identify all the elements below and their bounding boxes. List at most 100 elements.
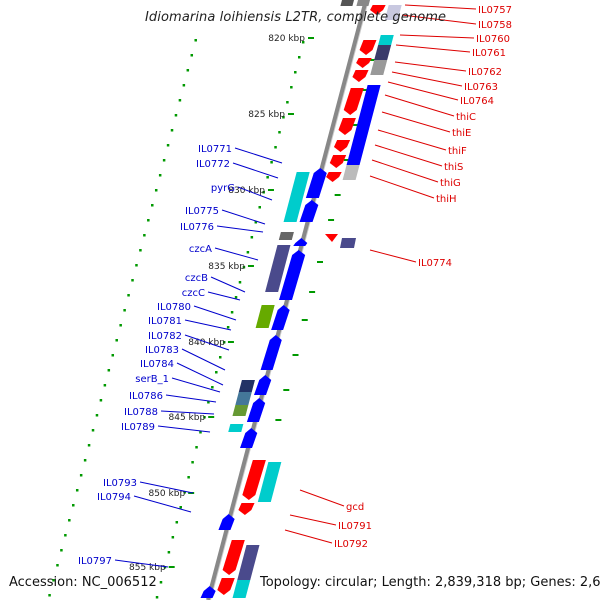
forward-cds-arrow <box>200 586 216 598</box>
reverse-gene-leader <box>371 159 439 183</box>
outer-scale-dot-left <box>83 459 87 462</box>
outer-scale-dot-left <box>64 534 67 537</box>
reverse-cog-block <box>374 45 392 60</box>
kbp-label: 825 kbp <box>248 110 285 120</box>
forward-cds-arrow <box>293 238 308 246</box>
inner-scale-dot <box>203 416 206 419</box>
outer-scale-dot-left <box>178 99 182 102</box>
forward-gene-leader <box>237 186 273 201</box>
reverse-cog-block <box>354 85 381 135</box>
reverse-gene-label: thiS <box>444 162 463 173</box>
reverse-cog-block <box>356 0 370 6</box>
reverse-gene-label: IL0764 <box>460 96 494 107</box>
inner-scale-dot <box>294 71 297 74</box>
forward-gene-leader <box>176 362 224 386</box>
forward-gene-label: IL0776 <box>180 222 214 233</box>
inner-scale-dot <box>167 551 171 554</box>
inner-scale-dot <box>282 116 285 119</box>
reverse-gene-leader <box>284 529 333 544</box>
inner-scale-dot <box>187 476 190 479</box>
map-title: Idiomarina loihiensis L2TR, complete gen… <box>145 10 447 25</box>
inner-scale-dot <box>246 251 250 254</box>
inner-scale-dot <box>155 596 159 599</box>
outer-scale-dot-left <box>52 579 55 582</box>
forward-gene-leader <box>160 410 215 415</box>
reverse-gene-label: gcd <box>346 502 364 513</box>
inner-scale-dot <box>183 491 186 494</box>
reverse-cds-arrow <box>338 118 356 135</box>
outer-scale-dot-left <box>72 504 75 507</box>
reverse-cds-arrow <box>352 70 369 82</box>
forward-gene-label: IL0784 <box>140 359 174 370</box>
reverse-gene-label: IL0791 <box>338 521 372 532</box>
reverse-gene-label: IL0792 <box>334 539 368 550</box>
forward-gene-leader <box>232 162 279 179</box>
outer-scale-dot-left <box>166 144 170 147</box>
forward-cds-arrow <box>260 335 282 370</box>
forward-cog-block <box>238 380 255 392</box>
outer-scale-dot-left <box>182 84 186 87</box>
topology-text: Topology: circular; Length: 2,839,318 bp… <box>260 575 600 590</box>
forward-gene-label: IL0793 <box>103 478 137 489</box>
reverse-gene-leader <box>384 94 455 117</box>
reverse-gene-label: IL0774 <box>418 258 452 269</box>
reverse-gene-leader <box>381 111 451 133</box>
forward-gene-label: IL0772 <box>196 159 230 170</box>
forward-gene-label: IL0780 <box>157 302 191 313</box>
outer-scale-dot-left <box>147 219 150 222</box>
inner-scale-dot <box>159 581 163 584</box>
inner-scale-dot <box>266 176 269 179</box>
reverse-gene-label: IL0758 <box>478 20 512 31</box>
outer-scale-dot-left <box>75 489 79 492</box>
forward-gene-label: IL0783 <box>145 345 179 356</box>
reverse-gene-leader <box>377 129 447 151</box>
forward-cog-block <box>228 424 244 432</box>
outer-scale-dot-left <box>56 564 59 567</box>
forward-gene-leader <box>234 147 283 164</box>
inner-scale-dot <box>191 461 194 464</box>
forward-cds-arrow <box>305 168 327 198</box>
outer-scale-dot-left <box>119 324 122 327</box>
reverse-cds-arrow <box>222 540 245 575</box>
reverse-cds-arrow <box>370 5 386 15</box>
reverse-cds-arrow <box>356 58 372 68</box>
reverse-cog-block <box>346 135 368 165</box>
outer-scale-dot-left <box>174 114 178 117</box>
outer-scale-dot-left <box>99 399 103 402</box>
inner-scale-dot <box>234 296 238 299</box>
reverse-cds-arrow <box>238 503 255 515</box>
forward-gene-label: IL0794 <box>97 492 131 503</box>
forward-cog-block <box>278 232 294 240</box>
kbp-label: 845 kbp <box>169 413 206 423</box>
outer-scale-dot-left <box>194 39 197 42</box>
outer-scale-dot-left <box>87 444 91 447</box>
inner-scale-dot <box>258 206 261 209</box>
reverse-cds-arrow <box>343 88 364 115</box>
inner-scale-dot <box>286 101 289 104</box>
reverse-gene-leader <box>395 44 471 53</box>
forward-gene-label: IL0788 <box>124 407 158 418</box>
reverse-gene-leader <box>299 489 345 507</box>
forward-gene-leader <box>193 305 237 321</box>
outer-scale-dot-left <box>91 429 95 432</box>
outer-scale-dot-left <box>48 594 51 597</box>
reverse-gene-leader <box>394 61 467 72</box>
reverse-gene-label: IL0757 <box>478 5 512 16</box>
forward-cds-arrow <box>253 375 272 395</box>
kbp-label: 850 kbp <box>148 489 185 499</box>
outer-scale-dot-left <box>107 369 111 372</box>
reverse-cds-arrow <box>329 155 347 168</box>
outer-scale-dot-left <box>158 174 162 177</box>
forward-gene-label: czcA <box>189 244 212 255</box>
forward-gene-label: IL0786 <box>129 391 163 402</box>
outer-scale-dot-left <box>115 339 118 342</box>
forward-gene-label: IL0781 <box>148 316 182 327</box>
forward-gene-label: IL0789 <box>121 422 155 433</box>
reverse-cds-arrow <box>333 140 351 152</box>
inner-scale-dot <box>226 326 230 329</box>
outer-scale-dot-left <box>154 189 158 192</box>
reverse-gene-label: thiG <box>440 178 461 189</box>
inner-scale-dot <box>274 146 277 149</box>
